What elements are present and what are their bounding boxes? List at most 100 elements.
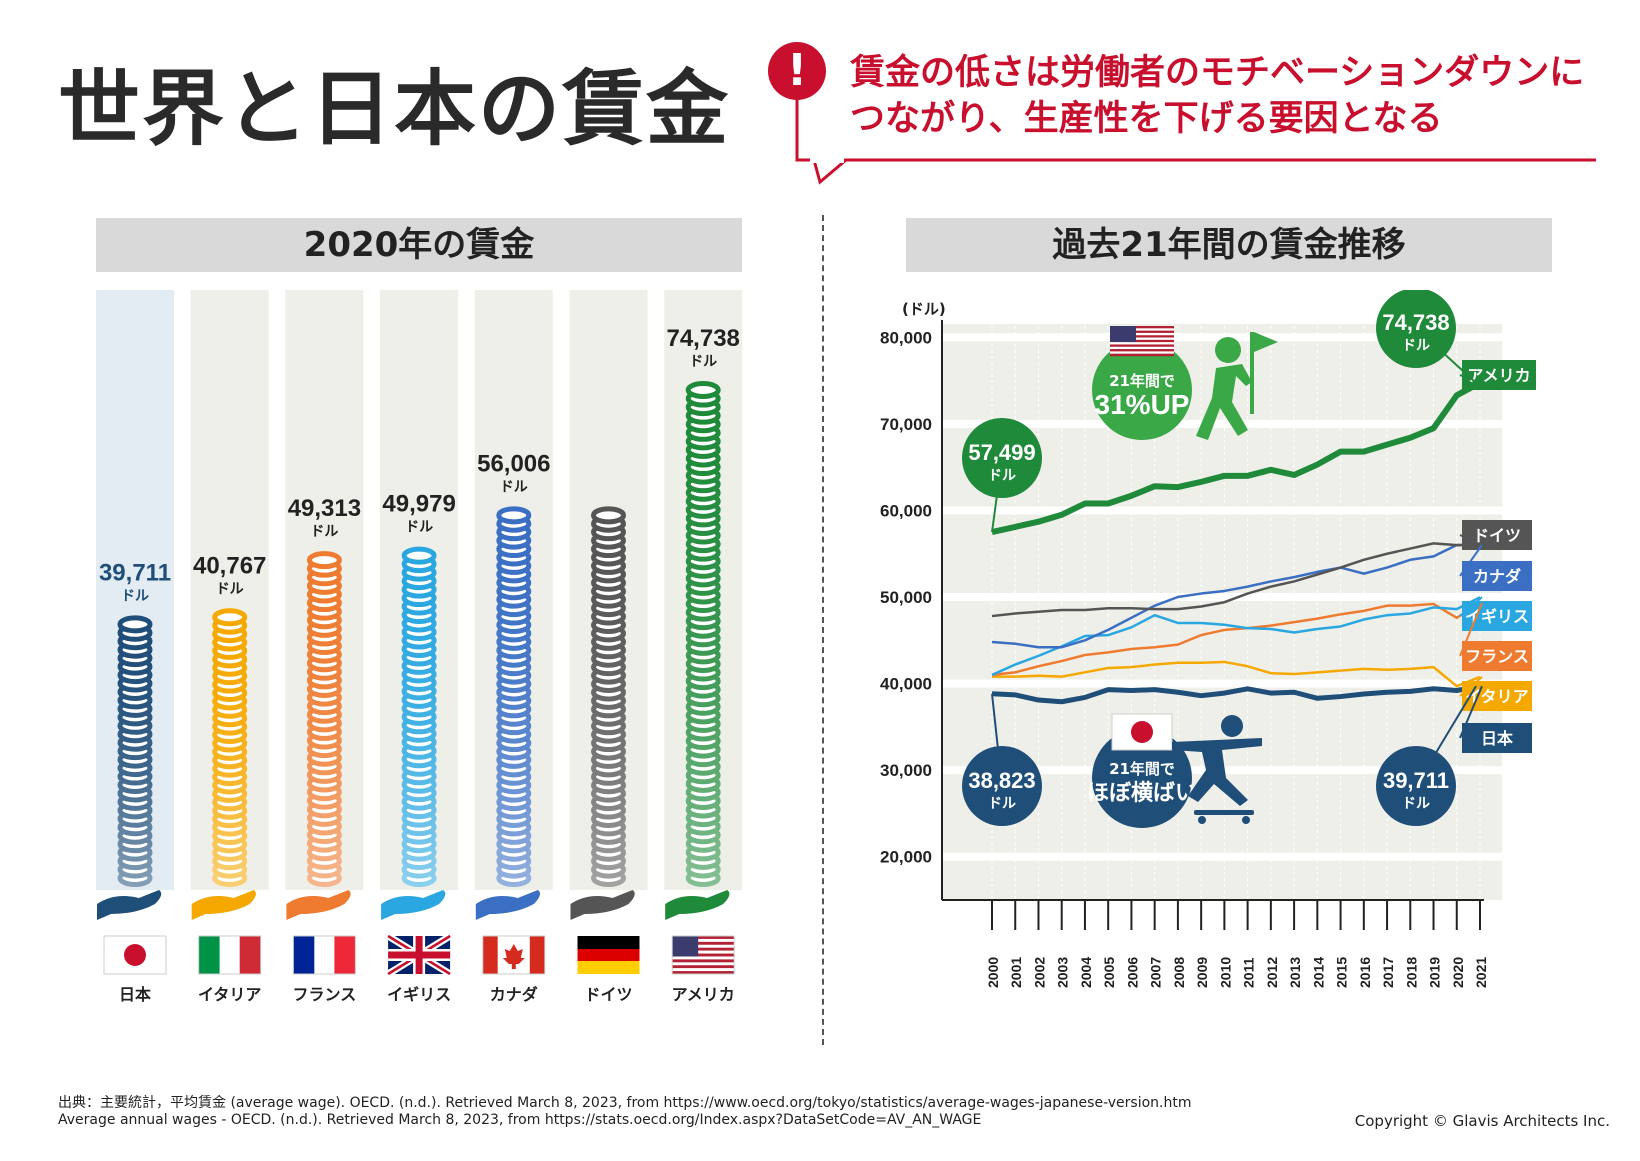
hand-icon [97,890,162,920]
legend-label-france: フランス [1465,647,1529,666]
country-label-japan: 日本 [119,985,151,1004]
x-tick-label: 2011 [1241,957,1257,988]
bar-canada [496,506,532,887]
y-tick-label: 80,000 [880,328,932,347]
country-label-france: フランス [293,985,357,1004]
usa-end-bubble-unit: ドル [1402,338,1430,354]
source-line-1: 出典：主要統計，平均賃金 (average wage). OECD. (n.d.… [58,1095,1192,1111]
flag-canada-icon [482,935,546,975]
usa-start-bubble-value: 57,499 [968,440,1035,465]
alert-icon: ! [768,42,826,100]
x-tick-label: 2004 [1078,957,1094,988]
source-line-2: Average annual wages - OECD. (n.d.). Ret… [58,1112,982,1128]
flag-usa-icon [1110,326,1174,357]
unit-label-canada: ドル [500,479,528,495]
x-tick-label: 2002 [1031,957,1047,988]
japan-end-bubble-value: 39,711 [1383,768,1449,793]
bar-usa [685,381,721,887]
x-tick-label: 2018 [1403,957,1419,988]
legend-france: フランス [1459,602,1532,671]
flag-japan-icon [103,935,167,975]
bar-japan [117,615,153,887]
flag-italy-icon [198,935,262,975]
panel-divider [822,215,824,1045]
unit-label-italy: ドル [216,581,244,597]
legend-germany: ドイツ [1459,520,1532,550]
usa-badge-line-2: 31%UP [1095,389,1190,420]
japan-badge-line-1: 21年間で [1109,760,1175,778]
x-tick-label: 2003 [1055,957,1071,988]
hand-icon [286,890,351,920]
y-tick-label: 50,000 [880,588,932,607]
usa-end-bubble: 74,738 ドル [1376,290,1477,384]
copyright: Copyright © Glavis Architects Inc. [1354,1112,1610,1130]
page-title: 世界と日本の賃金 [58,62,731,157]
value-label-japan: 39,711 [99,559,171,586]
climber-flag-icon [1196,332,1278,440]
usa-badge-line-1: 21年間で [1109,372,1175,390]
hand-icon [475,890,541,920]
series-line-japan [991,683,1481,705]
legend-label-japan: 日本 [1481,729,1513,748]
y-axis-unit: (ドル) [902,300,946,318]
series-line-italy [992,660,1481,688]
hand-icon [191,890,256,920]
hand-icon [381,890,446,920]
flag-uk-icon [386,933,452,977]
series-line-france [991,601,1481,677]
callout-text: 賃金の低さは労働者のモチベーションダウンに つながり、生産性を下げる要因となる [850,50,1610,142]
hand-icon [570,890,635,920]
x-tick-label: 2013 [1287,957,1303,988]
value-label-france: 49,313 [288,495,361,522]
legend-japan: 日本 [1459,685,1532,753]
flag-germany-icon [577,936,640,974]
country-label-italy: イタリア [198,985,261,1004]
usa-start-bubble: 57,499 ドル [962,418,1042,533]
bar-column-germany: ドイツ [569,290,648,1004]
x-tick-label: 2015 [1334,957,1350,988]
x-tick-label: 2017 [1380,957,1396,988]
bar-uk [401,546,437,887]
callout-line-1: 賃金の低さは労働者のモチベーションダウンに [850,53,1585,93]
x-tick-label: 2012 [1264,957,1280,988]
x-tick-label: 2020 [1450,957,1466,988]
legend-label-uk: イギリス [1465,607,1529,626]
y-tick-label: 30,000 [880,761,932,780]
skateboarder-icon [1172,715,1262,824]
flag-france-icon [292,935,356,975]
unit-label-uk: ドル [405,520,433,536]
bar-france [306,551,342,887]
unit-label-france: ドル [310,524,338,540]
series-line-usa [991,380,1482,536]
value-label-canada: 56,006 [477,450,550,477]
japan-start-bubble-unit: ドル [988,796,1016,812]
unit-label-usa: ドル [689,354,717,370]
legend-uk: イギリス [1459,596,1532,631]
y-tick-label: 60,000 [880,501,932,520]
x-tick-label: 2016 [1357,957,1373,988]
bar-italy [212,608,248,887]
country-label-uk: イギリス [387,985,451,1004]
line-chart: (ドル) 20,000 30,000 40,000 50,000 60,000 70,000… [880,290,1536,988]
x-tick-label: 2021 [1473,957,1489,988]
series-line-germany [991,542,1481,618]
japan-end-bubble-unit: ドル [1402,796,1430,812]
line-chart-title: 過去21年間の賃金推移 [906,218,1552,272]
x-tick-label: 2010 [1217,957,1233,988]
x-tick-label: 2000 [985,957,1001,988]
japan-start-bubble: 38,823 ドル [962,693,1042,826]
country-label-germany: ドイツ [584,985,632,1004]
value-label-italy: 40,767 [193,552,266,579]
legend-label-canada: カナダ [1473,567,1521,586]
legend-label-italy: イタリア [1465,687,1528,706]
country-label-usa: アメリカ [672,985,735,1004]
legend-label-usa: アメリカ [1467,366,1530,385]
x-tick-label: 2006 [1124,957,1140,988]
